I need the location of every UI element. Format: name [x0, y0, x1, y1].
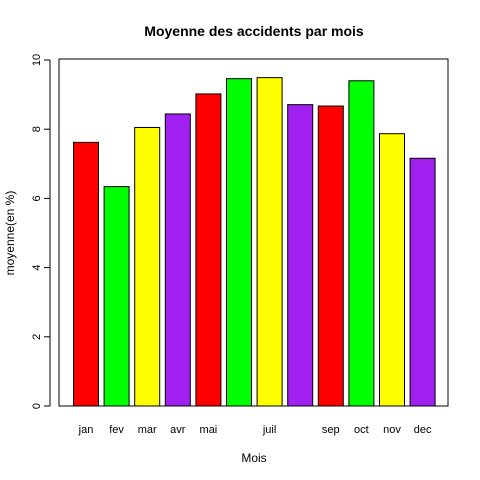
plot-frame	[58, 58, 449, 407]
x-tick-label-avr: avr	[170, 424, 186, 436]
bar-nov	[379, 133, 405, 407]
x-tick-label-juil: juil	[262, 424, 276, 436]
bar-sep	[317, 105, 344, 407]
x-tick-label-dec: dec	[414, 424, 432, 436]
x-tick-labels: jan fev mar avr mai juil sep oct nov dec	[78, 424, 432, 436]
bar-oct	[348, 80, 375, 407]
bar-juil	[256, 77, 283, 407]
bar-jan	[73, 141, 99, 407]
bar-mai	[195, 93, 222, 407]
y-tick-label: 2	[31, 334, 43, 340]
x-axis-label: Mois	[241, 451, 266, 465]
y-tick-label: 10	[31, 54, 43, 66]
bar-avr	[164, 113, 191, 407]
y-tick-label: 6	[31, 195, 43, 201]
bar-mar	[134, 126, 161, 407]
bar-jun	[226, 78, 252, 407]
bar-dec	[409, 157, 436, 407]
x-tick-label-mai: mai	[200, 424, 218, 436]
y-tick-label: 8	[31, 126, 43, 132]
bars-group	[73, 77, 436, 407]
x-tick-label-fev: fev	[109, 424, 124, 436]
x-tick-label-jan: jan	[78, 424, 94, 436]
y-axis: 0 2 4 6 8 10	[31, 54, 51, 409]
x-tick-label-nov: nov	[383, 424, 401, 436]
x-tick-label-oct: oct	[354, 424, 369, 436]
x-tick-label-sep: sep	[322, 424, 340, 436]
chart-title: Moyenne des accidents par mois	[144, 23, 364, 39]
y-tick-label: 0	[31, 403, 43, 409]
y-axis-label: moyenne(en %)	[3, 191, 17, 276]
y-tick-label: 4	[31, 265, 43, 271]
bar-aou	[287, 104, 314, 407]
bar-fev	[103, 186, 130, 407]
x-tick-label-mar: mar	[138, 424, 157, 436]
